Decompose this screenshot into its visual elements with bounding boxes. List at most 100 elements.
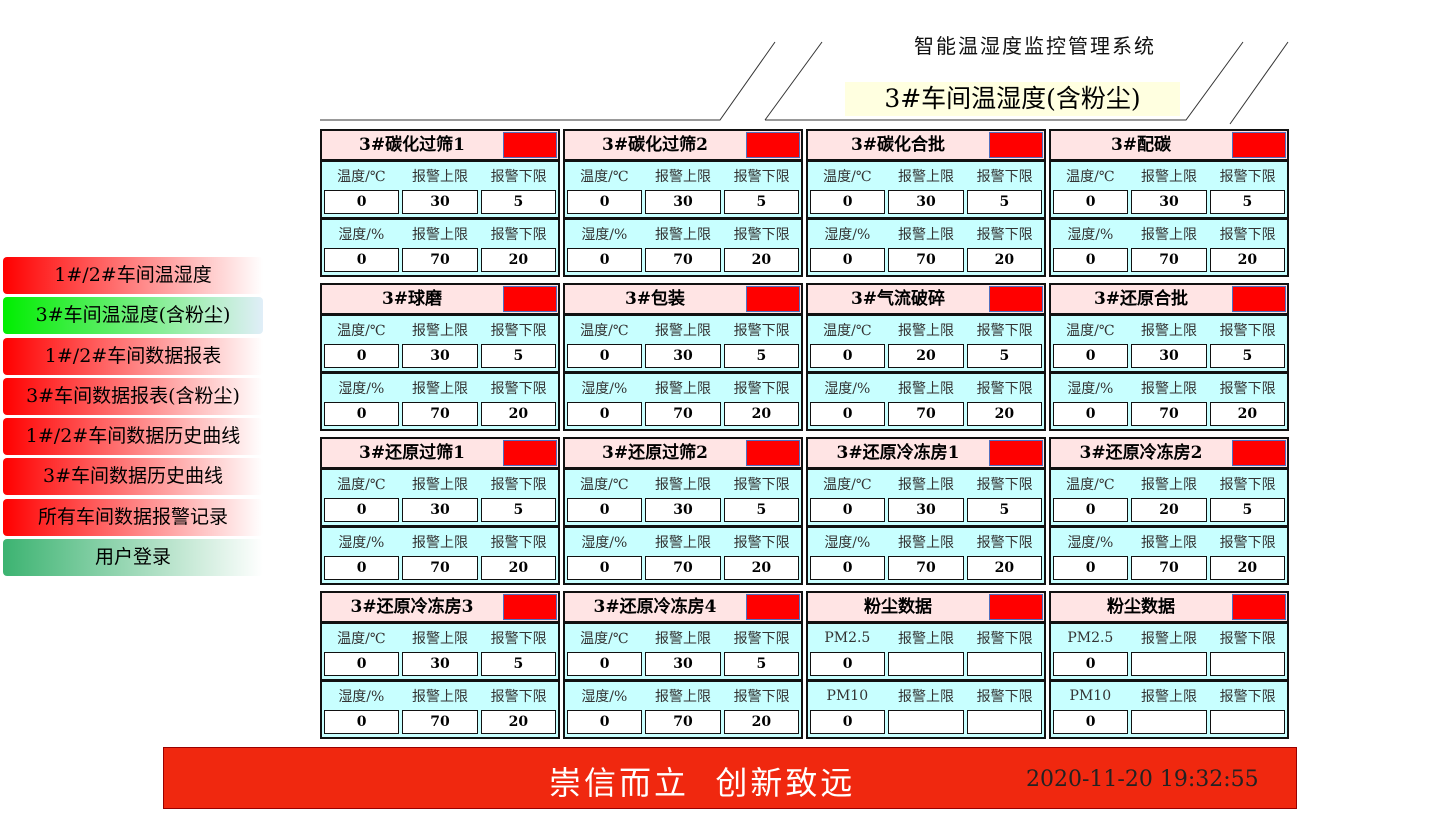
card-title: 3#还原冷冻房4 <box>593 597 717 617</box>
limit-field[interactable]: 70 <box>645 248 721 272</box>
field-label: 湿度/% <box>338 535 385 551</box>
limit-field[interactable]: 20 <box>723 248 799 272</box>
limit-field[interactable]: 70 <box>402 710 478 734</box>
value-display: 0 <box>324 498 400 522</box>
limit-field[interactable]: 30 <box>1131 344 1207 368</box>
field-label: 报警下限 <box>976 323 1033 339</box>
limit-field[interactable]: 5 <box>480 498 556 522</box>
sidebar-nav: 1#/2#车间温湿度 3#车间温湿度(含粉尘) 1#/2#车间数据报表 3#车间数据报… <box>3 257 263 579</box>
alarm-indicator <box>503 132 557 158</box>
limit-field[interactable]: 30 <box>645 652 721 676</box>
nav-button[interactable]: 用户登录 <box>3 539 263 577</box>
limit-field[interactable]: 30 <box>402 498 478 522</box>
limit-field[interactable]: 5 <box>480 652 556 676</box>
value-display: 0 <box>810 652 886 676</box>
limit-field[interactable]: 70 <box>402 556 478 580</box>
field-label: 报警上限 <box>655 477 711 493</box>
limit-field[interactable]: 70 <box>888 556 964 580</box>
limit-field[interactable] <box>966 710 1042 734</box>
limit-field[interactable]: 20 <box>480 710 556 734</box>
limit-field[interactable]: 70 <box>888 248 964 272</box>
card-title: 3#还原过筛1 <box>359 443 465 463</box>
nav-button[interactable]: 所有车间数据报警记录 <box>3 498 263 536</box>
limit-field[interactable] <box>888 652 964 676</box>
field-label: 报警下限 <box>1219 227 1276 243</box>
field-label: 报警下限 <box>976 381 1033 397</box>
limit-field[interactable] <box>1209 710 1285 734</box>
limit-field[interactable]: 70 <box>1131 248 1207 272</box>
limit-field[interactable]: 5 <box>1209 344 1285 368</box>
field-label: 温度/℃ <box>1066 169 1115 185</box>
limit-field[interactable]: 30 <box>888 498 964 522</box>
limit-field[interactable]: 5 <box>723 498 799 522</box>
nav-button[interactable]: 3#车间数据历史曲线 <box>3 458 263 496</box>
limit-field[interactable]: 5 <box>723 190 799 214</box>
reading-section: 湿度/% 报警上限 报警下限 0 70 20 <box>808 374 1044 429</box>
limit-field[interactable] <box>966 652 1042 676</box>
limit-field[interactable]: 20 <box>480 556 556 580</box>
limit-field[interactable]: 70 <box>1131 556 1207 580</box>
nav-button[interactable]: 1#/2#车间数据报表 <box>3 337 263 375</box>
limit-field[interactable]: 30 <box>645 498 721 522</box>
limit-field[interactable]: 30 <box>402 344 478 368</box>
limit-field[interactable]: 20 <box>1209 556 1285 580</box>
card-title: 3#气流破碎 <box>850 289 946 309</box>
card-header: 3#还原冷冻房3 <box>322 593 558 624</box>
card-title: 3#包装 <box>624 289 686 309</box>
reading-section: PM2.5 报警上限 报警下限 0 <box>808 624 1044 682</box>
limit-field[interactable]: 70 <box>645 402 721 426</box>
field-label: 报警下限 <box>490 227 547 243</box>
limit-field[interactable]: 70 <box>645 710 721 734</box>
field-label: 报警上限 <box>1141 477 1197 493</box>
limit-field[interactable]: 5 <box>1209 498 1285 522</box>
limit-field[interactable]: 20 <box>966 248 1042 272</box>
limit-field[interactable]: 20 <box>966 556 1042 580</box>
limit-field[interactable]: 5 <box>1209 190 1285 214</box>
limit-field[interactable]: 20 <box>480 248 556 272</box>
limit-field[interactable] <box>1131 652 1207 676</box>
limit-field[interactable]: 70 <box>402 248 478 272</box>
nav-button[interactable]: 1#/2#车间数据历史曲线 <box>3 418 263 456</box>
limit-field[interactable]: 20 <box>723 556 799 580</box>
nav-button[interactable]: 3#车间温湿度(含粉尘) <box>3 297 263 335</box>
limit-field[interactable]: 30 <box>645 344 721 368</box>
nav-button[interactable]: 1#/2#车间温湿度 <box>3 257 263 294</box>
limit-field[interactable]: 5 <box>723 652 799 676</box>
reading-section: 温度/℃ 报警上限 报警下限 0 30 5 <box>322 316 558 374</box>
sensor-card: 3#球磨 温度/℃ 报警上限 报警下限 0 30 5 湿度/% 报警上限 报警下限 0 70 20 <box>320 283 560 431</box>
limit-field[interactable]: 30 <box>888 190 964 214</box>
sensor-card: 3#包装 温度/℃ 报警上限 报警下限 0 30 5 湿度/% 报警上限 报警下限 0 70 20 <box>563 283 803 431</box>
limit-field[interactable] <box>1209 652 1285 676</box>
limit-field[interactable]: 70 <box>888 402 964 426</box>
limit-field[interactable]: 5 <box>480 344 556 368</box>
limit-field[interactable]: 20 <box>480 402 556 426</box>
limit-field[interactable]: 5 <box>966 344 1042 368</box>
field-label: 报警下限 <box>1219 631 1276 647</box>
limit-field[interactable]: 20 <box>1209 402 1285 426</box>
nav-button[interactable]: 3#车间数据报表(含粉尘) <box>3 377 263 415</box>
limit-field[interactable]: 5 <box>966 498 1042 522</box>
limit-field[interactable]: 30 <box>402 652 478 676</box>
limit-field[interactable]: 5 <box>480 190 556 214</box>
limit-field[interactable]: 30 <box>1131 190 1207 214</box>
limit-field[interactable]: 30 <box>402 190 478 214</box>
field-label: 湿度/% <box>581 227 628 243</box>
value-display: 0 <box>324 248 400 272</box>
limit-field[interactable]: 20 <box>723 402 799 426</box>
limit-field[interactable]: 5 <box>966 190 1042 214</box>
field-label: 温度/℃ <box>337 631 386 647</box>
field-label: 温度/℃ <box>1066 323 1115 339</box>
sensor-card: 3#还原冷冻房4 温度/℃ 报警上限 报警下限 0 30 5 湿度/% 报警上限 报警下限 0 70 2… <box>563 591 803 739</box>
limit-field[interactable] <box>888 710 964 734</box>
limit-field[interactable]: 20 <box>1131 498 1207 522</box>
limit-field[interactable]: 30 <box>645 190 721 214</box>
limit-field[interactable] <box>1131 710 1207 734</box>
limit-field[interactable]: 70 <box>402 402 478 426</box>
limit-field[interactable]: 20 <box>966 402 1042 426</box>
limit-field[interactable]: 20 <box>723 710 799 734</box>
limit-field[interactable]: 20 <box>1209 248 1285 272</box>
limit-field[interactable]: 5 <box>723 344 799 368</box>
limit-field[interactable]: 20 <box>888 344 964 368</box>
limit-field[interactable]: 70 <box>1131 402 1207 426</box>
limit-field[interactable]: 70 <box>645 556 721 580</box>
